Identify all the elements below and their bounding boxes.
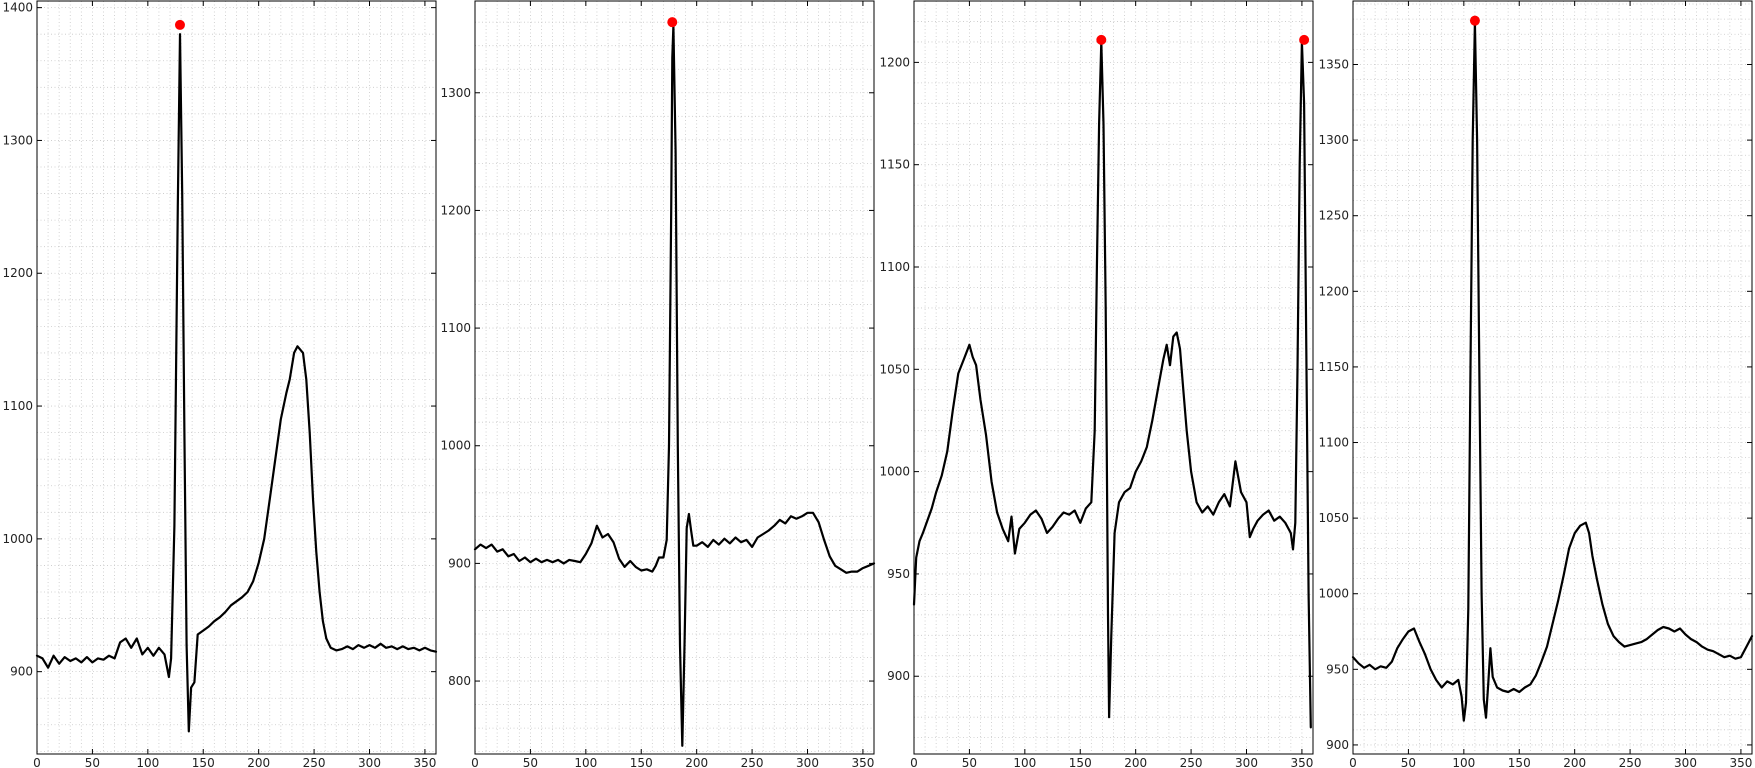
y-tick-label: 1050 [1318,511,1349,525]
peak-marker [1469,15,1480,26]
y-tick-label: 900 [1326,738,1349,752]
x-tick-label: 150 [630,756,653,768]
plot-frame [36,0,437,755]
y-tick-label: 1150 [879,158,910,172]
peak-marker [667,17,678,28]
chart-panel-3: 0 50 100 150 200 250 300 350 900 950 1000 1050 1100 1… [879,0,1314,768]
y-tick-label: 1250 [1318,209,1349,223]
x-tick-label: 0 [471,756,479,768]
signal-line [1351,21,1754,722]
x-tick-label: 300 [796,756,819,768]
x-tick-label: 350 [413,756,436,768]
x-tick-label: 150 [1508,756,1531,768]
y-tick-label: 1200 [879,55,910,69]
y-tick-label: 950 [887,567,910,581]
x-tick-label: 200 [1563,756,1586,768]
x-tick-label: 200 [685,756,708,768]
y-tick-label: 1200 [2,266,33,280]
y-tick-label: 1100 [2,399,33,413]
y-tick-label: 1300 [2,133,33,147]
x-tick-label: 350 [1729,756,1752,768]
y-tick-label: 1400 [2,1,33,15]
x-tick-label: 0 [1349,756,1357,768]
x-tick-label: 100 [1013,756,1036,768]
y-tick-label: 900 [10,665,33,679]
y-tick-label: 1300 [1318,133,1349,147]
y-tick-label: 1300 [440,86,471,100]
signal-line [35,33,438,733]
y-tick-label: 1200 [440,203,471,217]
y-tick-label: 950 [1326,662,1349,676]
plot-frame [474,0,875,755]
plot-frame [1352,0,1753,755]
chart-panel-1: 0 50 100 150 200 250 300 350 900 1000 1100 1200 1300… [2,0,438,768]
x-tick-label: 200 [247,756,270,768]
x-tick-label: 250 [741,756,764,768]
signal-line [912,40,1312,729]
x-tick-label: 350 [851,756,874,768]
signal-line [473,24,876,747]
y-tick-label: 1100 [440,321,471,335]
x-tick-label: 100 [1452,756,1475,768]
plot-frame [913,0,1314,755]
x-tick-label: 350 [1290,756,1313,768]
y-tick-label: 1350 [1318,58,1349,72]
peak-marker [1299,34,1310,45]
y-tick-label: 1000 [1318,587,1349,601]
x-tick-label: 0 [910,756,918,768]
y-tick-label: 800 [448,674,471,688]
x-tick-label: 50 [85,756,100,768]
peak-marker [174,19,185,30]
x-tick-label: 250 [1180,756,1203,768]
x-tick-label: 100 [136,756,159,768]
y-tick-label: 1050 [879,362,910,376]
y-tick-label: 900 [448,556,471,570]
x-tick-label: 0 [33,756,41,768]
x-tick-label: 300 [358,756,381,768]
x-tick-label: 50 [523,756,538,768]
y-tick-label: 1200 [1318,284,1349,298]
chart-panel-4: 0 50 100 150 200 250 300 350 900 950 1000 1050 1100 1… [1318,0,1754,768]
y-tick-label: 1000 [879,465,910,479]
y-tick-label: 1100 [879,260,910,274]
y-tick-label: 1000 [2,532,33,546]
y-tick-label: 1100 [1318,436,1349,450]
x-tick-label: 150 [192,756,215,768]
x-tick-label: 300 [1674,756,1697,768]
x-tick-label: 250 [1619,756,1642,768]
x-tick-label: 250 [303,756,326,768]
x-tick-label: 100 [574,756,597,768]
x-tick-label: 50 [1401,756,1416,768]
x-tick-label: 150 [1069,756,1092,768]
y-tick-label: 1150 [1318,360,1349,374]
y-tick-label: 1000 [440,439,471,453]
x-tick-label: 200 [1124,756,1147,768]
x-tick-label: 300 [1235,756,1258,768]
y-tick-label: 900 [887,669,910,683]
peak-marker [1096,34,1107,45]
chart-panel-2: 0 50 100 150 200 250 300 350 800 900 1000 1100 1200 1… [440,0,876,768]
x-tick-label: 50 [962,756,977,768]
